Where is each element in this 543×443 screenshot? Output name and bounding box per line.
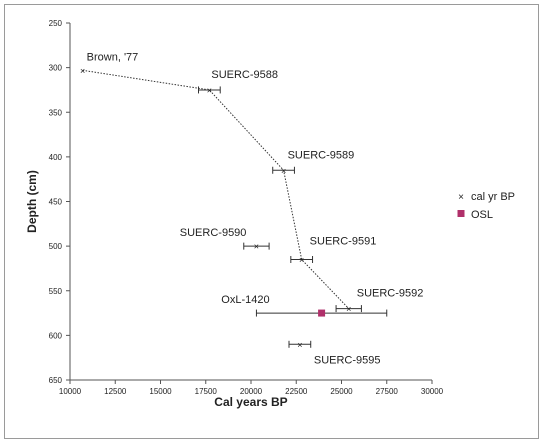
ticks-group: 250 300 350 400 450 500 550 600 650 10000 12500 150… [49, 19, 444, 396]
x-marker: × [281, 166, 286, 176]
data-point-brown-77: ×Brown, '77 [80, 51, 138, 75]
x-tick-label: 17500 [195, 387, 218, 396]
x-marker: × [346, 304, 351, 314]
x-tick-label: 10000 [59, 387, 82, 396]
data-point-suerc-9588: × SUERC-9588 [198, 69, 278, 95]
data-point-suerc-9590: × SUERC-9590 [180, 227, 270, 252]
legend-marker-cal-yr-bp: × [458, 192, 464, 203]
x-marker: × [297, 340, 302, 350]
legend-marker-osl [457, 210, 465, 217]
y-tick-label: 650 [49, 376, 63, 385]
x-tick-label: 22500 [285, 387, 308, 396]
point-label: SUERC-9591 [310, 236, 377, 248]
trend-line-group [82, 69, 350, 309]
y-tick-label: 550 [49, 287, 63, 296]
legend-label-osl: OSL [471, 209, 493, 221]
x-tick-label: 25000 [330, 387, 353, 396]
x-tick-label: 12500 [104, 387, 127, 396]
point-label: SUERC-9590 [180, 227, 247, 239]
y-tick-label: 450 [49, 198, 63, 207]
x-tick-label: 20000 [240, 387, 263, 396]
osl-marker [318, 309, 326, 317]
x-tick-label: 15000 [149, 387, 172, 396]
x-tick-label: 27500 [376, 387, 399, 396]
x-tick-label: 30000 [421, 387, 444, 396]
y-tick-label: 350 [49, 108, 63, 117]
y-tick-label: 400 [49, 153, 63, 162]
point-label: SUERC-9588 [211, 69, 278, 81]
data-point-suerc-9595: × SUERC-9595 [288, 340, 381, 366]
y-tick-label: 600 [49, 331, 63, 340]
legend-label-cal-yr-bp: cal yr BP [471, 191, 515, 203]
data-point-suerc-9589: ×SUERC-9589 [272, 149, 355, 176]
y-axis-title: Depth (cm) [25, 170, 39, 233]
point-label: SUERC-9589 [288, 149, 355, 161]
x-marker: × [207, 85, 212, 95]
points-group: ×Brown, '77×SUERC-9588×SUERC-9589×SUERC-… [80, 51, 423, 366]
y-tick-label: 250 [49, 19, 63, 28]
point-label: OxL-1420 [221, 294, 269, 306]
legend: × cal yr BP OSL [457, 191, 515, 221]
x-axis-title: Cal years BP [214, 395, 287, 409]
data-point-oxl-1420: OxL-1420 [221, 294, 388, 317]
point-label: Brown, '77 [87, 51, 139, 63]
data-point-suerc-9592: × SUERC-9592 [335, 288, 424, 314]
chart-frame [4, 4, 539, 439]
point-label: SUERC-9592 [357, 288, 424, 300]
y-tick-label: 500 [49, 242, 63, 251]
y-tick-label: 300 [49, 64, 63, 73]
x-marker: × [80, 66, 85, 76]
x-marker: × [299, 255, 304, 265]
data-point-suerc-9591: × SUERC-9591 [290, 236, 377, 265]
trend-line [82, 69, 350, 309]
x-marker: × [254, 242, 259, 252]
point-label: SUERC-9595 [314, 354, 381, 366]
